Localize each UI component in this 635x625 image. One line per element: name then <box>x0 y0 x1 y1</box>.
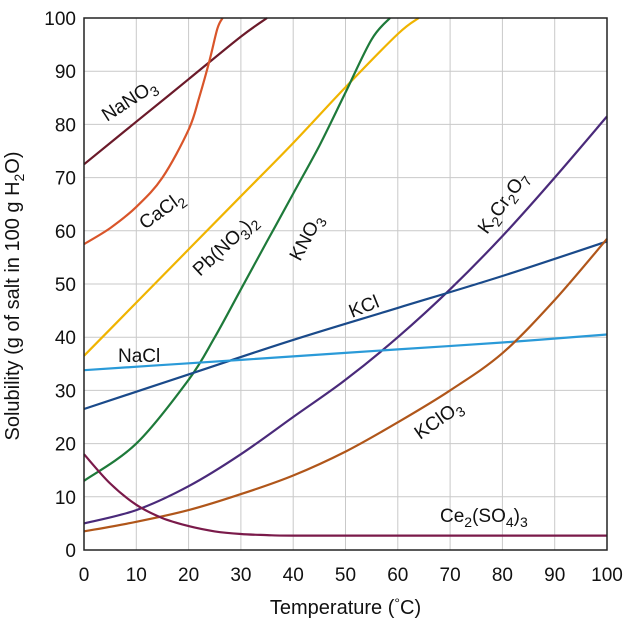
series-label-subscript: 4 <box>506 514 514 530</box>
series-label: KCl <box>346 292 382 323</box>
y-tick-label: 80 <box>55 115 76 136</box>
series-label: NaCl <box>118 346 160 367</box>
y-axis-title-part: Solubility (g of salt in 100 g H <box>2 181 24 440</box>
y-tick-labels: 0 10 20 30 40 50 60 70 80 90 100 <box>44 9 76 562</box>
series-label: KClO3 <box>411 396 469 446</box>
series-line-ce2-so4-3 <box>83 453 607 537</box>
x-tick-label: 20 <box>178 565 199 586</box>
series-label: KNO3 <box>286 211 330 266</box>
series-line-kcl <box>83 240 608 411</box>
series-label-text: Pb(NO <box>189 226 246 281</box>
x-tick-label: 0 <box>79 565 90 586</box>
series-label: NaNO3 <box>98 75 162 128</box>
y-tick-label: 0 <box>65 541 76 562</box>
y-tick-label: 90 <box>55 62 76 83</box>
series-label-text: NaNO <box>98 80 154 126</box>
series-label-subscript: 2 <box>464 514 472 530</box>
series-label-text: NaCl <box>118 346 160 367</box>
series-line-kclo3 <box>83 238 608 533</box>
series-label-text: (SO <box>472 506 506 527</box>
x-tick-label: 50 <box>335 565 356 586</box>
series-lines <box>83 17 608 537</box>
x-axis-title-part: Temperature ( <box>270 597 395 619</box>
series-label: CaCl2 <box>136 188 191 237</box>
grid <box>83 17 608 551</box>
series-line-kno3 <box>83 17 391 482</box>
y-tick-label: 20 <box>55 435 76 456</box>
y-tick-label: 60 <box>55 222 76 243</box>
series-label: Pb(NO3)2 <box>189 211 264 283</box>
series-line-k2cr2o7 <box>83 115 608 525</box>
x-tick-label: 100 <box>591 565 623 586</box>
x-axis-title-part: ° <box>394 595 400 611</box>
x-tick-label: 10 <box>126 565 147 586</box>
y-tick-label: 40 <box>55 328 76 349</box>
y-tick-label: 10 <box>55 488 76 509</box>
series-line-pb-no3-2 <box>83 17 420 357</box>
y-axis-title-part: 2 <box>11 173 27 181</box>
x-tick-label: 90 <box>544 565 565 586</box>
x-axis-title: Temperature (°C) <box>270 595 421 619</box>
x-axis-title-part: C) <box>400 597 421 619</box>
series-label-text: Ce <box>440 506 464 527</box>
series-label: K2Cr2O7 <box>474 168 535 240</box>
x-tick-label: 30 <box>230 565 251 586</box>
series-line-cacl2 <box>83 17 224 246</box>
plot-frame <box>83 17 608 551</box>
y-tick-label: 50 <box>55 275 76 296</box>
series-line-nano3 <box>83 17 268 166</box>
series-label-subscript: 3 <box>520 514 528 530</box>
y-axis-title-part: O) <box>2 151 24 173</box>
x-tick-label: 60 <box>387 565 408 586</box>
series-label: Ce2(SO4)3 <box>440 506 528 530</box>
x-tick-label: 70 <box>440 565 461 586</box>
y-axis-title: Solubility (g of salt in 100 g H2O) <box>2 151 27 440</box>
y-tick-label: 100 <box>44 9 76 30</box>
x-tick-label: 40 <box>283 565 304 586</box>
series-label-text: KCl <box>346 292 382 323</box>
y-tick-label: 30 <box>55 381 76 402</box>
series-label-text: ) <box>514 506 520 527</box>
y-tick-label: 70 <box>55 169 76 190</box>
x-tick-label: 80 <box>492 565 513 586</box>
x-tick-labels: 0 10 20 30 40 50 60 70 80 90 100 <box>79 565 623 586</box>
